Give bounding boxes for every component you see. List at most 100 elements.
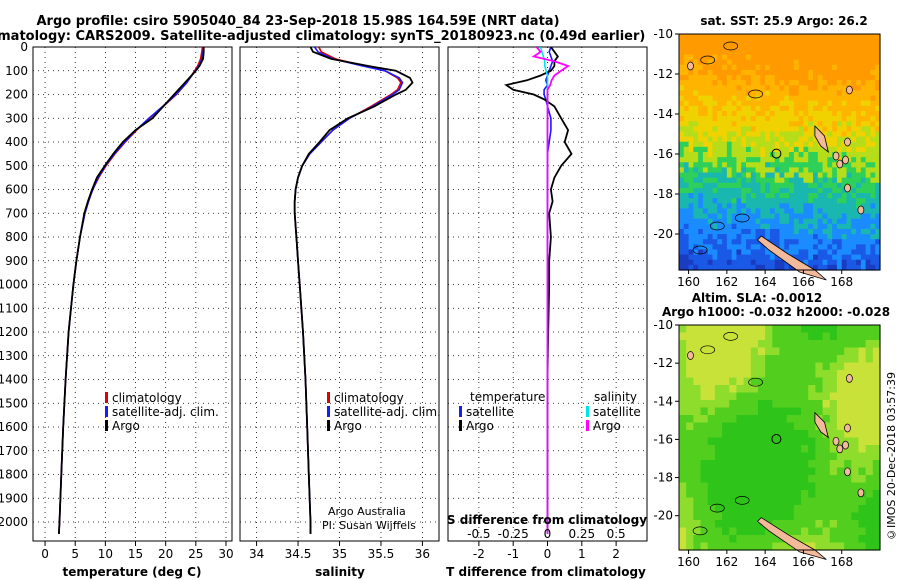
heat-cell [813, 136, 819, 143]
x-tick-label: -1 [507, 547, 519, 561]
heat-cell [717, 141, 723, 148]
heat-cell [793, 482, 802, 491]
heat-cell [757, 422, 766, 431]
heat-cell [803, 259, 809, 266]
heat-cell [743, 512, 752, 521]
heat-cell [707, 187, 714, 194]
heat-cell [865, 400, 874, 409]
heat-cell [817, 218, 824, 225]
heat-cell [865, 203, 872, 210]
heat-cell [851, 85, 857, 92]
heat-cell [702, 259, 709, 266]
heat-cell [801, 355, 809, 364]
heat-cell [822, 90, 828, 97]
heat-cell [779, 167, 785, 174]
legend-s-argo-label: Argo [593, 419, 621, 433]
heat-cell [870, 244, 876, 251]
heat-cell [693, 422, 702, 431]
heat-cell [829, 377, 838, 386]
heat-cell [789, 249, 795, 256]
heat-cell [679, 116, 685, 122]
heat-cell [829, 445, 838, 454]
heat-cell [693, 437, 702, 446]
heat-cell [712, 75, 718, 81]
heat-cell [717, 64, 723, 71]
heat-cell [808, 100, 814, 107]
heat-cell [679, 223, 685, 230]
heat-cell [698, 264, 704, 271]
heat-cell [702, 157, 709, 163]
heat-cell [722, 90, 728, 97]
heat-cell [851, 75, 857, 81]
heat-cell [693, 100, 699, 107]
heat-cell [827, 105, 833, 112]
heat-cell [750, 505, 759, 514]
heat-cell [817, 105, 824, 112]
heat-cell [808, 213, 814, 220]
heat-cell [769, 64, 776, 71]
heat-cell [765, 116, 771, 122]
heat-cell [822, 218, 828, 225]
heat-cell [808, 152, 814, 158]
heat-cell [851, 177, 857, 184]
heat-cell [736, 116, 742, 122]
heat-cell [760, 64, 766, 71]
heat-cell [832, 100, 838, 107]
heat-cell [836, 340, 845, 349]
heat-cell [779, 218, 785, 225]
heat-cell [856, 105, 862, 112]
heat-cell [817, 69, 824, 76]
heat-cell [769, 34, 776, 40]
heat-cell [793, 239, 800, 245]
heat-cell [793, 407, 802, 416]
heat-cell [714, 355, 723, 364]
heat-cell [865, 131, 872, 138]
heat-cell [860, 239, 867, 245]
depth-tick-label: 2000 [0, 515, 28, 529]
reef-outline [734, 213, 750, 223]
heat-cell [683, 90, 690, 97]
heat-cell [772, 362, 781, 371]
heat-cell [736, 44, 742, 50]
heat-cell [808, 75, 814, 81]
heat-cell [798, 54, 805, 61]
heat-cell [702, 39, 709, 45]
heat-cell [765, 497, 773, 506]
heat-cell [688, 39, 694, 45]
heat-cell [722, 223, 728, 230]
heat-cell [808, 445, 816, 454]
heat-cell [872, 362, 881, 371]
heat-cell [760, 85, 766, 92]
s-diff-tick-label: 0.25 [568, 527, 595, 541]
heat-cell [741, 244, 747, 251]
heat-cell [827, 75, 833, 81]
heat-cell [829, 355, 838, 364]
heat-cell [815, 520, 824, 529]
heat-cell [832, 136, 838, 143]
heat-cell [865, 126, 872, 133]
heat-cell [736, 69, 742, 76]
heat-cell [755, 141, 761, 148]
heat-cell [702, 110, 709, 117]
heat-cell [858, 497, 867, 506]
heat-cell [736, 121, 742, 127]
heat-cell [702, 223, 709, 230]
heat-cell [851, 223, 857, 230]
heat-cell [808, 172, 814, 179]
heat-cell [693, 475, 702, 484]
heat-cell [803, 249, 809, 256]
heat-cell [736, 157, 742, 163]
heat-cell [688, 131, 694, 138]
heat-cell [789, 110, 795, 117]
heat-cell [789, 59, 795, 66]
heat-cell [686, 527, 694, 536]
heat-cell [779, 482, 788, 491]
heat-cell [707, 259, 714, 266]
heat-cell [702, 80, 709, 86]
heat-cell [741, 223, 747, 230]
heat-cell [786, 475, 795, 484]
heat-cell [698, 85, 704, 92]
heat-cell [822, 370, 831, 379]
heat-cell [755, 64, 761, 71]
heat-cell [822, 69, 828, 76]
